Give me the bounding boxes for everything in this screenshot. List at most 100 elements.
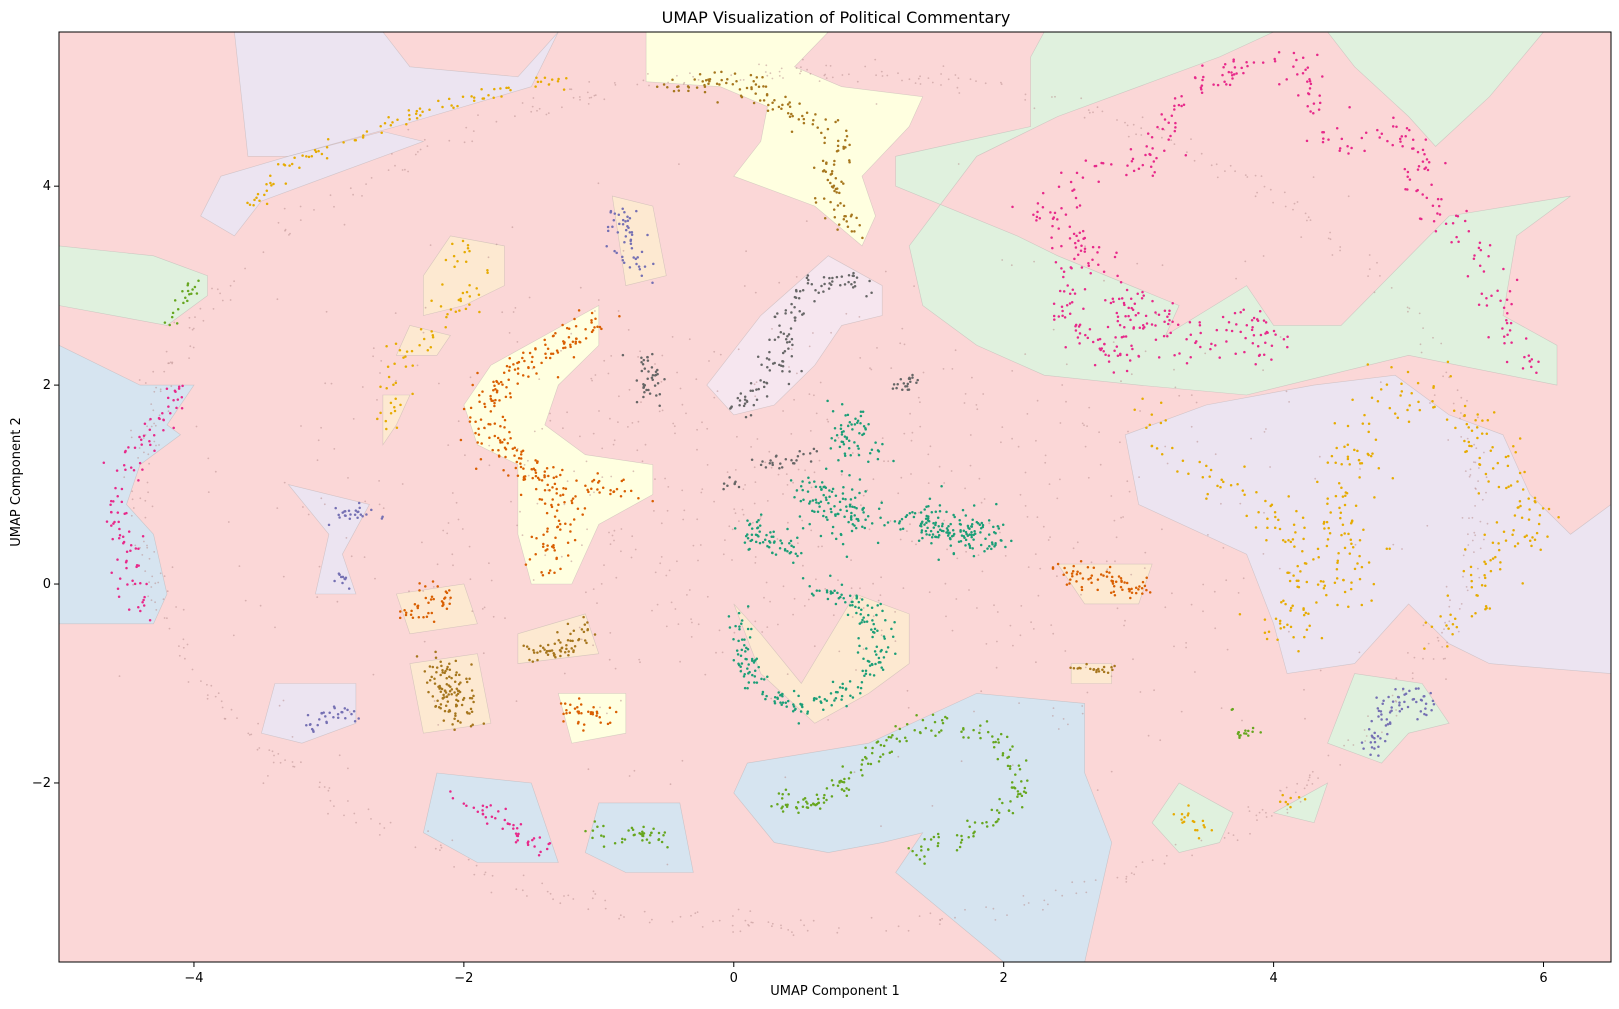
data-point xyxy=(1312,558,1315,561)
data-point xyxy=(1100,161,1103,165)
noise-point xyxy=(1373,291,1376,294)
data-point xyxy=(127,530,131,533)
data-point xyxy=(1326,461,1330,464)
noise-point xyxy=(787,521,789,524)
data-point xyxy=(431,334,435,337)
data-point xyxy=(1374,438,1378,442)
noise-point xyxy=(148,581,151,584)
data-point xyxy=(745,646,748,650)
noise-point xyxy=(803,605,806,607)
data-point xyxy=(876,457,880,461)
data-point xyxy=(838,780,841,783)
noise-point xyxy=(696,428,698,431)
data-point xyxy=(635,400,639,404)
noise-point xyxy=(1191,854,1193,857)
noise-point xyxy=(1441,646,1444,648)
noise-point xyxy=(1057,728,1060,730)
data-point xyxy=(457,298,461,302)
data-point xyxy=(301,154,304,157)
noise-point xyxy=(1436,636,1439,639)
data-point xyxy=(1277,518,1280,522)
data-point xyxy=(497,449,500,452)
data-point xyxy=(1474,418,1477,422)
data-point xyxy=(858,432,861,435)
data-point xyxy=(618,222,621,226)
data-point xyxy=(596,325,599,328)
noise-point xyxy=(648,921,651,924)
data-point xyxy=(1200,84,1204,87)
data-point xyxy=(853,441,856,444)
noise-point xyxy=(688,338,691,341)
noise-point xyxy=(633,769,636,772)
data-point xyxy=(788,340,791,344)
noise-point xyxy=(818,80,821,82)
cluster-8 xyxy=(1278,793,1307,809)
data-point xyxy=(354,509,358,512)
data-point xyxy=(812,699,816,702)
noise-point xyxy=(210,684,213,687)
data-point xyxy=(606,229,610,233)
region-lavender-1 xyxy=(200,131,425,237)
data-point xyxy=(1171,320,1174,324)
noise-point xyxy=(1237,592,1240,594)
noise-point xyxy=(598,410,600,412)
data-point xyxy=(821,170,825,173)
noise-point xyxy=(424,306,427,309)
data-point xyxy=(1338,506,1341,510)
data-point xyxy=(621,207,624,211)
data-point xyxy=(567,650,570,653)
noise-point xyxy=(800,70,802,73)
data-point xyxy=(602,824,605,828)
noise-point xyxy=(1307,216,1310,219)
x-tick-label: 6 xyxy=(1539,971,1547,986)
cluster-11 xyxy=(398,580,452,623)
data-point xyxy=(755,388,758,391)
noise-point xyxy=(163,575,166,577)
data-point xyxy=(1358,538,1362,542)
data-point xyxy=(418,343,421,347)
noise-point xyxy=(299,219,302,222)
data-point xyxy=(1051,224,1054,228)
data-point xyxy=(1343,546,1347,550)
data-point xyxy=(501,383,504,386)
data-point xyxy=(376,417,379,421)
data-point xyxy=(864,672,868,675)
data-point xyxy=(1187,812,1190,815)
data-point xyxy=(595,710,599,714)
data-point xyxy=(745,86,749,90)
data-point xyxy=(407,109,411,112)
data-point xyxy=(448,589,451,592)
noise-point xyxy=(632,470,635,473)
noise-point xyxy=(597,299,600,301)
data-point xyxy=(1400,390,1404,393)
data-point xyxy=(424,596,428,600)
data-point xyxy=(555,349,559,352)
data-point xyxy=(444,704,448,708)
data-point xyxy=(415,117,419,120)
noise-point xyxy=(767,921,770,923)
data-point xyxy=(1000,539,1003,542)
data-point xyxy=(1431,204,1435,207)
cluster-22 xyxy=(1360,687,1436,757)
data-point xyxy=(799,710,803,713)
noise-point xyxy=(753,383,756,386)
data-point xyxy=(822,276,826,279)
data-point xyxy=(814,803,817,807)
noise-point xyxy=(1422,657,1424,660)
noise-point xyxy=(1306,784,1308,787)
data-point xyxy=(662,833,665,837)
data-point xyxy=(559,567,562,571)
noise-point xyxy=(284,759,286,761)
data-point xyxy=(340,710,343,714)
data-point xyxy=(1115,311,1119,315)
noise-point xyxy=(979,728,981,731)
data-point xyxy=(1174,126,1177,129)
noise-point xyxy=(759,518,762,520)
noise-point xyxy=(1460,436,1463,438)
data-point xyxy=(552,543,555,547)
data-point xyxy=(1302,608,1305,612)
noise-point xyxy=(1043,899,1046,902)
data-point xyxy=(1333,422,1337,425)
cluster-33 xyxy=(770,713,1029,865)
region-blue-9 xyxy=(733,693,1113,962)
